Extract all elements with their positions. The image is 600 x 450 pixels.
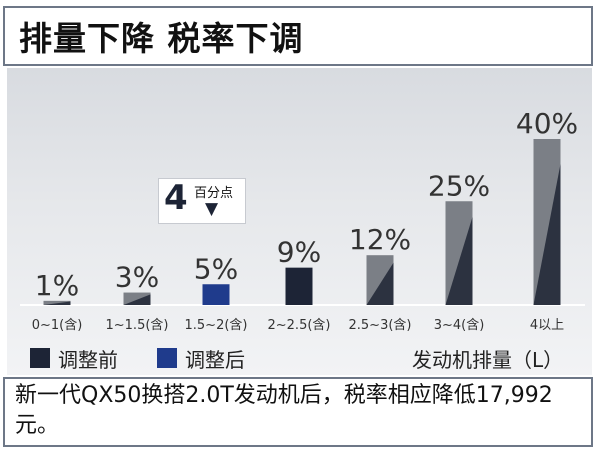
- category-label-0: 0~1(含): [32, 317, 83, 333]
- value-label-4: 12%: [349, 223, 411, 256]
- legend-label-before: 调整前: [58, 347, 118, 372]
- down-arrow-icon: ▼: [205, 199, 219, 219]
- category-label-3: 2~2.5(含): [268, 317, 331, 333]
- value-label-0: 1%: [35, 269, 79, 302]
- chart-title: 排量下降 税率下调: [19, 19, 304, 58]
- category-label-1: 1~1.5(含): [106, 317, 169, 333]
- legend-swatch-after: [157, 348, 177, 368]
- value-label-2: 5%: [194, 252, 238, 285]
- bar-3: [285, 267, 313, 305]
- legend-item-after: 调整后: [157, 346, 245, 372]
- caption-bar: 新一代QX50换搭2.0T发动机后，税率相应降低17,992元。: [3, 377, 593, 447]
- bar-shade-0: [43, 301, 71, 305]
- legend-label-after: 调整后: [185, 347, 245, 372]
- title-bar: 排量下降 税率下调: [3, 6, 593, 66]
- callout-text: 百分点: [194, 186, 234, 201]
- value-label-5: 25%: [428, 169, 490, 202]
- category-label-4: 2.5~3(含): [349, 317, 412, 333]
- value-label-6: 40%: [516, 107, 578, 140]
- legend-swatch-before: [30, 348, 50, 368]
- value-label-1: 3%: [115, 261, 159, 294]
- legend-item-before: 调整前: [30, 346, 118, 372]
- reduction-callout: 4 百分点 ▼: [158, 178, 246, 224]
- bar-0: [43, 300, 71, 305]
- chart-panel: [7, 68, 592, 375]
- caption-text: 新一代QX50换搭2.0T发动机后，税率相应降低17,992元。: [15, 383, 553, 438]
- bar-shade-5: [445, 216, 473, 305]
- callout-number: 4: [164, 178, 188, 218]
- bar-shade-4: [366, 262, 394, 305]
- bar-shade-1: [123, 294, 151, 305]
- category-label-2: 1.5~2(含): [185, 317, 248, 333]
- axis-unit-label: 发动机排量（L）: [412, 348, 564, 372]
- value-label-3: 9%: [277, 236, 321, 269]
- category-label-5: 3~4(含): [434, 317, 485, 333]
- category-label-6: 4以上: [530, 318, 564, 333]
- bar-2: [202, 284, 230, 305]
- bar-shade-6: [533, 163, 561, 305]
